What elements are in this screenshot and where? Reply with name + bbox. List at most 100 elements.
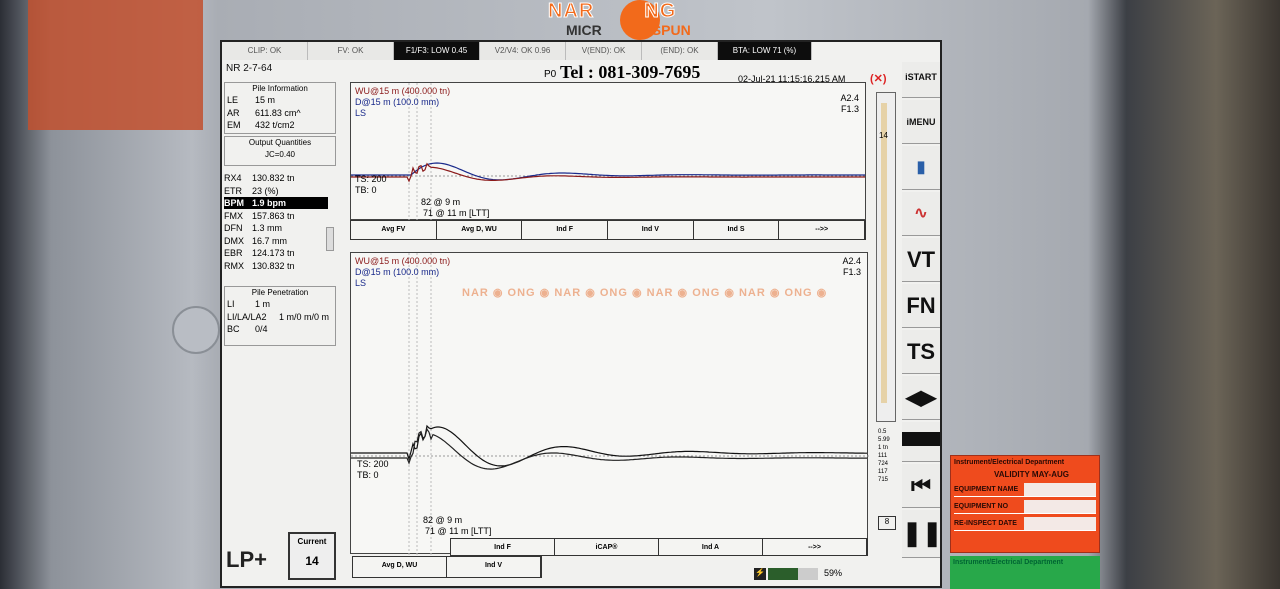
quantity-row[interactable]: BPM 1.9 bpm xyxy=(224,197,328,209)
quantity-row[interactable]: RX4 130.832 tn xyxy=(224,172,328,184)
device-knob xyxy=(172,306,220,354)
watermark-logo: NAR ◉ xyxy=(646,287,693,299)
row-value: 130.832 tn xyxy=(252,260,295,271)
scroll-lr-button[interactable]: ◀▶ xyxy=(902,376,940,420)
scrollbar-thumb[interactable] xyxy=(326,227,334,251)
side-counter: 8 xyxy=(878,516,896,530)
current-label: Current xyxy=(297,537,327,546)
scale-a: A2.4 xyxy=(840,93,859,103)
plot-tab-button[interactable]: Ind V xyxy=(608,221,694,239)
jc-value: JC=0.40 xyxy=(264,150,296,159)
pile-info-panel: Pile Information LE 15 m AR 611.83 cm^ EM 432… xyxy=(224,82,336,134)
istart-button[interactable]: iSTART xyxy=(902,62,940,98)
row-value: 15 m xyxy=(255,95,276,105)
rewind-button[interactable]: ⏮ xyxy=(902,464,940,508)
plot-tab-button[interactable]: -->> xyxy=(763,539,867,555)
row-value: 1 m/0 m/0 m xyxy=(279,311,330,322)
plot-tab-button[interactable]: Ind F xyxy=(451,539,555,555)
row-value: 157.863 tn xyxy=(252,210,295,221)
depth-bar xyxy=(881,103,887,403)
plot-tab-button[interactable]: Ind A xyxy=(659,539,763,555)
plot-tab-button[interactable]: iCAP® xyxy=(555,539,659,555)
plot-tab-button[interactable]: Ind S xyxy=(693,221,780,239)
scale-a: A2.4 xyxy=(842,256,861,266)
left-right-arrows-icon: ◀▶ xyxy=(905,387,937,409)
row-value: 130.832 tn xyxy=(252,173,295,183)
watermark-logo: NAR ◉ xyxy=(554,287,600,299)
plot-tab-button[interactable]: Avg FV xyxy=(351,221,437,239)
sticker-field-label: EQUIPMENT NO xyxy=(954,503,1009,510)
watermark-logo: NAR ◉ xyxy=(462,287,508,299)
pile-label: P0 xyxy=(544,69,557,80)
output-quantities-list[interactable]: RX4 130.832 tn ETR 23 (%) BPM 1.9 bpm FMX 157.8… xyxy=(222,172,338,276)
signal-bar-icon xyxy=(902,432,940,446)
side-readout: 715 xyxy=(878,477,889,483)
imenu-button[interactable]: iMENU xyxy=(902,100,940,144)
wave-d xyxy=(351,162,865,181)
quantity-row[interactable]: ETR 23 (%) xyxy=(224,185,328,197)
row-key: BPM xyxy=(224,198,244,208)
plot-top: WU@15 m (400.000 tn) D@15 m (100.0 mm) L… xyxy=(350,82,867,221)
pile-view-button[interactable]: ▮ xyxy=(902,146,940,190)
quantity-row[interactable]: LI/LA/LA2 1 m/0 m/0 m xyxy=(227,311,331,323)
calibration-sticker-2: Instrument/Electrical Department xyxy=(950,556,1100,589)
row-value: 1.3 mm xyxy=(252,223,283,233)
plot-tab-button[interactable]: Ind V xyxy=(447,557,541,577)
power-icon: ⚡ xyxy=(754,568,766,580)
row-value: 1.9 bpm xyxy=(252,198,287,208)
legend-d: D@15 m (100.0 mm) xyxy=(355,267,440,277)
quantity-row[interactable]: RMX 130.832 tn xyxy=(224,260,328,272)
plot-tab-button[interactable]: Ind F xyxy=(522,221,609,239)
tb-label: TB: 0 xyxy=(355,185,377,195)
plot-tab-button[interactable]: Avg D, WU xyxy=(353,557,447,577)
pause-button[interactable]: ❚❚ xyxy=(902,510,942,558)
ts-button[interactable]: TS xyxy=(902,330,940,374)
vt-button[interactable]: VT xyxy=(902,238,940,282)
sticker-field-label: RE-INSPECT DATE xyxy=(954,520,1017,527)
row-key: FMX xyxy=(224,210,243,221)
lp-plus-button[interactable]: LP+ xyxy=(226,547,267,572)
plot-tab-button[interactable]: Avg D, WU xyxy=(436,221,523,239)
side-readouts: 0.5 5.99 1 tn 111 724 117 715 xyxy=(878,428,896,484)
signal-bar-button[interactable] xyxy=(902,422,940,462)
current-box: Current 14 xyxy=(288,532,336,580)
quantity-row[interactable]: DMX 16.7 mm xyxy=(224,235,328,247)
row-key: EBR xyxy=(224,248,243,258)
row-key: DFN xyxy=(224,223,243,233)
quantity-row[interactable]: FMX 157.863 tn xyxy=(224,210,328,222)
quantity-row[interactable]: DFN 1.3 mm xyxy=(224,222,328,234)
pile-penetration-panel: Pile Penetration LI 1 m LI/LA/LA2 1 m/0 m/0… xyxy=(224,286,336,346)
sticker-dept: Instrument/Electrical Department xyxy=(954,459,1065,466)
quantity-row[interactable]: EM 432 t/cm2 xyxy=(227,119,331,131)
quantity-row[interactable]: AR 611.83 cm^ xyxy=(227,107,331,119)
fn-button[interactable]: FN xyxy=(902,284,940,328)
scale-f: F1.3 xyxy=(842,267,861,277)
legend-ls: LS xyxy=(355,108,367,118)
waveform-view-button[interactable]: ∿ xyxy=(902,192,940,236)
calibration-sticker: Instrument/Electrical Department VALIDIT… xyxy=(950,455,1100,553)
annotation-2: 71 @ 11 m [LTT] xyxy=(425,526,492,536)
ts-label: TS: 200 xyxy=(355,174,387,184)
pile-icon: ▮ xyxy=(916,159,926,176)
quantity-row[interactable]: LE 15 m xyxy=(227,94,331,106)
sticker2-dept: Instrument/Electrical Department xyxy=(953,559,1064,566)
wave-wu xyxy=(351,427,867,470)
quantity-row[interactable]: EBR 124.173 tn xyxy=(224,247,328,259)
depth-scale[interactable]: 14 xyxy=(876,92,896,422)
legend-wu: WU@15 m (400.000 tn) xyxy=(355,256,451,266)
status-tab: BTA: LOW 71 (%) xyxy=(718,42,812,60)
status-tab: CLIP: OK xyxy=(222,42,308,60)
row-key: RX4 xyxy=(224,173,242,183)
quantity-row[interactable]: BC 0/4 xyxy=(227,323,331,335)
side-readout: 1 tn xyxy=(878,445,889,451)
legend-d: D@15 m (100.0 mm) xyxy=(355,97,440,107)
watermark-logo: ONG ◉ xyxy=(784,287,828,299)
plot-tab-button[interactable]: -->> xyxy=(779,221,866,239)
row-value: 124.173 tn xyxy=(252,248,295,258)
status-tab: (END): OK xyxy=(642,42,718,60)
quantity-row[interactable]: LI 1 m xyxy=(227,298,331,310)
plot-bottom: WU@15 m (400.000 tn) D@15 m (100.0 mm) L… xyxy=(350,252,869,555)
sticker-field-box xyxy=(1024,500,1096,513)
watermark-logo: ONG ◉ xyxy=(692,287,739,299)
